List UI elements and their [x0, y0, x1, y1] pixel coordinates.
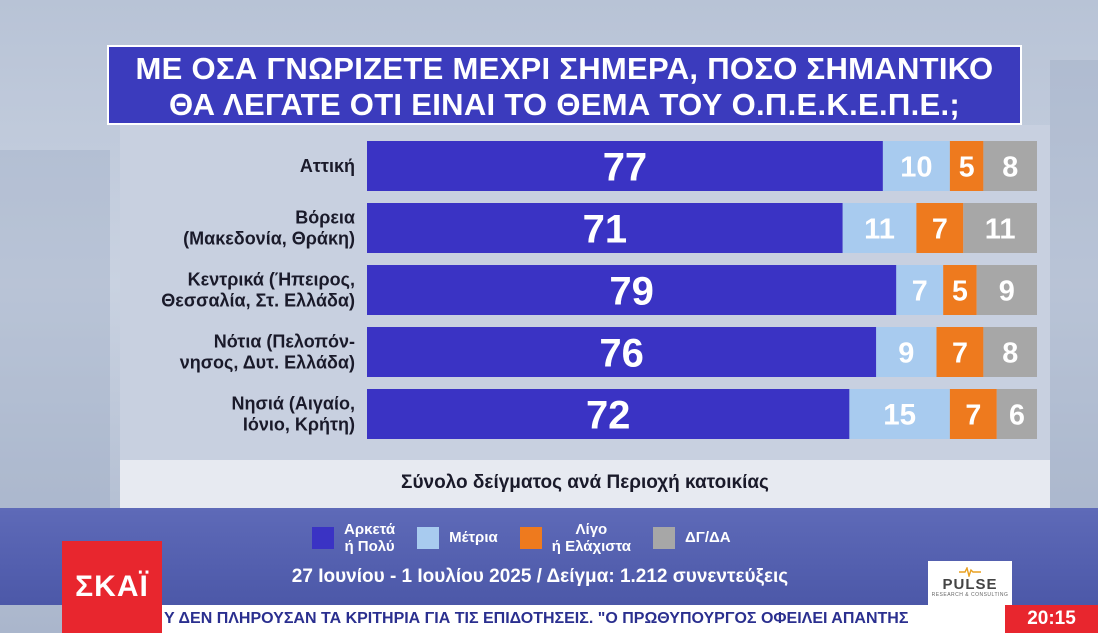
- category-label: Κεντρικά (Ήπειρος,: [188, 270, 355, 290]
- bar-segment: [983, 327, 1037, 377]
- legend-label: Μέτρια: [449, 529, 498, 546]
- data-label: 77: [603, 145, 648, 189]
- legend-swatch: [417, 526, 440, 549]
- legend-swatch: [519, 526, 542, 549]
- legend-label: ΔΓ/ΔΑ: [685, 529, 731, 546]
- legend-swatch: [653, 526, 676, 549]
- pollster-logo: PULSE RESEARCH & CONSULTING: [928, 561, 1012, 605]
- bar-segment: [367, 265, 897, 315]
- bar-segment: [983, 141, 1037, 191]
- background-block: [0, 150, 110, 510]
- data-label: 11: [864, 213, 895, 245]
- background-block: [1050, 60, 1098, 510]
- clock-text: 20:15: [1027, 608, 1076, 629]
- pollster-logo-subtext: RESEARCH & CONSULTING: [931, 592, 1009, 598]
- legend-label: Αρκετά ή Πολύ: [344, 520, 396, 555]
- chart-subtitle-strip: Σύνολο δείγματος ανά Περιοχή κατοικίας: [120, 460, 1050, 508]
- bar-segment: [849, 389, 950, 439]
- category-label: (Μακεδονία, Θράκη): [183, 229, 355, 249]
- bar-segment: [936, 327, 984, 377]
- bar-segment: [996, 389, 1037, 439]
- bar-segment: [976, 265, 1037, 315]
- data-label: 7: [952, 337, 968, 369]
- chart-panel: Αττική 77 10 5 8 Βόρεια (Μακεδονία, Θράκη) 71 11…: [120, 125, 1050, 460]
- bar-segment: [949, 389, 997, 439]
- legend-swatch: [312, 526, 334, 549]
- bar-segment: [367, 327, 877, 377]
- pollster-logo-text: PULSE: [942, 576, 998, 593]
- title-line-2: ΘΑ ΛΕΓΑΤΕ ΟΤΙ ΕΙΝΑΙ ΤΟ ΘΕΜΑ ΤΟΥ Ο.Π.Ε.Κ.…: [169, 87, 960, 122]
- title-line-1: ΜΕ ΟΣΑ ΓΝΩΡΙΖΕΤΕ ΜΕΧΡΙ ΣΗΜΕΡΑ, ΠΟΣΟ ΣΗΜΑ…: [135, 51, 994, 86]
- data-label: 9: [999, 275, 1015, 307]
- broadcast-clock: 20:15: [1005, 605, 1098, 633]
- data-label: 10: [900, 151, 932, 183]
- chart-legend: Αρκετά ή Πολύ Μέτρια Λίγο ή Ελάχιστα ΔΓ/ΔΑ: [312, 515, 731, 560]
- bar-segment: [367, 203, 843, 253]
- data-label: 5: [959, 151, 975, 183]
- ticker-text: Υ ΔΕΝ ΠΛΗΡΟΥΣΑΝ ΤΑ ΚΡΙΤΗΡΙΑ ΓΙΑ ΤΙΣ ΕΠΙΔ…: [164, 610, 909, 627]
- news-ticker: Υ ΔΕΝ ΠΛΗΡΟΥΣΑΝ ΤΑ ΚΡΙΤΗΡΙΑ ΓΙΑ ΤΙΣ ΕΠΙΔ…: [162, 605, 1005, 633]
- bar-segment: [949, 141, 984, 191]
- category-label: Θεσσαλία, Στ. Ελλάδα): [161, 291, 355, 311]
- bar-segment: [876, 327, 937, 377]
- channel-logo-text: ΣΚΑΪ: [75, 570, 149, 603]
- legend-item: Μέτρια: [417, 526, 498, 549]
- data-label: 7: [912, 275, 928, 307]
- data-label: 79: [609, 269, 654, 313]
- data-label: 6: [1009, 399, 1025, 431]
- chart-title: ΜΕ ΟΣΑ ΓΝΩΡΙΖΕΤΕ ΜΕΧΡΙ ΣΗΜΕΡΑ, ΠΟΣΟ ΣΗΜΑ…: [107, 45, 1022, 125]
- bar-segment: [963, 203, 1037, 253]
- category-label: Νότια (Πελοπόν-: [214, 332, 355, 352]
- data-label: 71: [583, 207, 628, 251]
- legend-item: ΔΓ/ΔΑ: [653, 526, 731, 549]
- pulse-wave-icon: [959, 567, 981, 577]
- data-label: 8: [1002, 337, 1018, 369]
- data-label: 5: [952, 275, 968, 307]
- category-label: Αττική: [300, 156, 355, 176]
- category-label: Βόρεια: [295, 208, 355, 228]
- data-label: 72: [586, 393, 631, 437]
- category-label: Ιόνιο, Κρήτη): [243, 415, 355, 435]
- category-label: νησος, Δυτ. Ελλάδα): [180, 353, 355, 373]
- bar-segment: [943, 265, 977, 315]
- bar-segment: [916, 203, 964, 253]
- bar-segment: [882, 141, 950, 191]
- data-label: 76: [599, 331, 644, 375]
- survey-info: 27 Ιουνίου - 1 Ιουλίου 2025 / Δείγμα: 1.…: [291, 566, 789, 587]
- data-label: 7: [932, 213, 948, 245]
- legend-item: Λίγο ή Ελάχιστα: [519, 520, 632, 555]
- data-label: 7: [965, 399, 981, 431]
- chart-subtitle: Σύνολο δείγματος ανά Περιοχή κατοικίας: [401, 472, 769, 493]
- footer-band: [0, 508, 1098, 605]
- legend-label: Λίγο ή Ελάχιστα: [551, 520, 632, 555]
- legend-item: Αρκετά ή Πολύ: [312, 521, 395, 555]
- bar-segment: [896, 265, 944, 315]
- bar-segment: [367, 141, 883, 191]
- bar-segment: [842, 203, 917, 253]
- data-label: 8: [1002, 151, 1018, 183]
- category-label: Νησιά (Αιγαίο,: [232, 394, 355, 414]
- channel-logo: ΣΚΑΪ: [62, 541, 162, 633]
- bar-segment: [367, 389, 850, 439]
- data-label: 15: [883, 399, 916, 432]
- data-label: 11: [985, 213, 1016, 245]
- data-label: 9: [898, 337, 914, 369]
